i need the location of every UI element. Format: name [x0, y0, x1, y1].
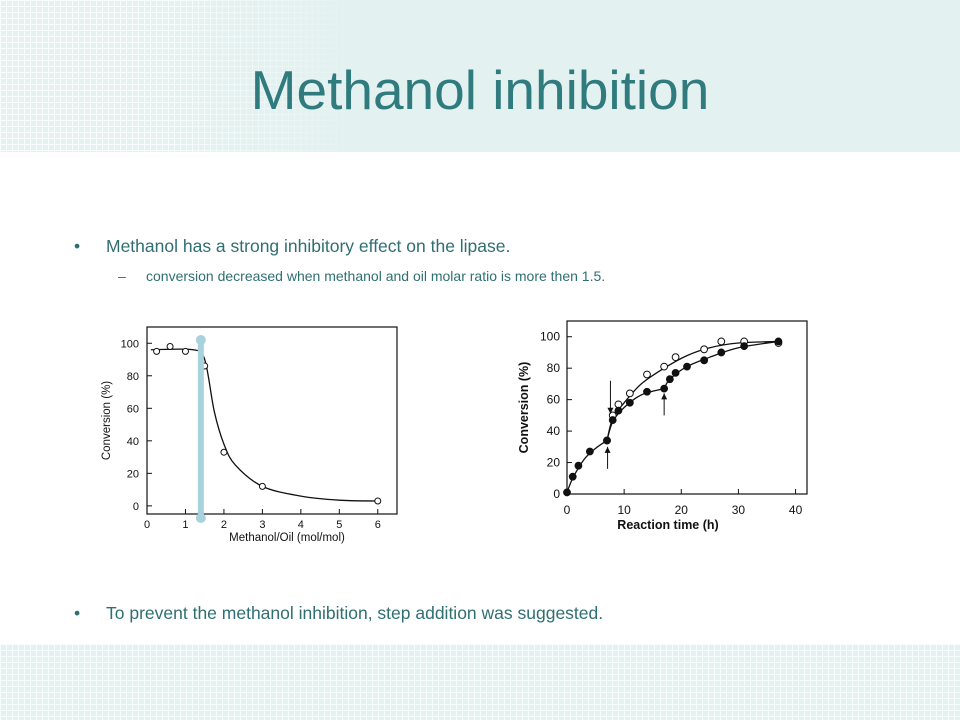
sub-bullet-1-text: conversion decreased when methanol and o…: [146, 268, 606, 284]
chart2-ytick-label: 80: [547, 361, 561, 375]
chart1-xtick-label: 2: [221, 519, 227, 531]
bottom-band: [0, 644, 960, 720]
chart2-open-point: [671, 353, 680, 362]
chart2-filled-point: [563, 488, 571, 497]
chart2-ytick-label: 100: [540, 330, 560, 344]
chart2-ytick-label: 60: [547, 393, 561, 407]
chart2-filled-point: [608, 416, 617, 424]
chart1-xtick-label: 6: [375, 519, 381, 531]
chart2-filled-curve-1: [566, 439, 608, 493]
chart2-filled-point: [671, 369, 680, 377]
title-grid-fade: [0, 0, 352, 152]
chart2-filled-point: [585, 447, 594, 456]
chart2-open-point: [700, 345, 709, 354]
chart1-point: [181, 347, 189, 355]
chart2-xtick-label: 20: [675, 503, 689, 517]
chart2-open-point: [625, 389, 634, 398]
chart2-xtick-label: 10: [617, 503, 631, 517]
bullet-2-text: To prevent the methanol inhibition, step…: [106, 603, 604, 623]
chart2-open-point: [608, 411, 617, 420]
chart2-filled-point: [603, 436, 611, 445]
chart2-open-point: [740, 337, 749, 346]
chart2-filled-point: [774, 337, 783, 346]
chart2-filled-point: [614, 406, 623, 415]
chart2-xlabel: Reaction time (h): [617, 518, 718, 532]
chart2-arrow-up-1-head: [604, 446, 611, 453]
chart1-highlight-cap-top: [195, 335, 206, 345]
chart1-highlight-cap-bottom: [195, 513, 206, 523]
bullet-1: • Methanol has a strong inhibitory effec…: [74, 236, 510, 257]
chart2-open-point: [717, 337, 726, 346]
chart2-filled-point: [574, 461, 583, 470]
chart2-filled-point: [625, 398, 634, 407]
chart2-filled-point: [660, 384, 669, 393]
chart1-ytick-label: 60: [127, 403, 139, 415]
chart1-ytick-label: 20: [127, 468, 139, 480]
chart2-xtick-label: 0: [564, 503, 571, 517]
bullet-2-marker: •: [74, 603, 81, 623]
page-title: Methanol inhibition: [250, 59, 710, 121]
chart1-xtick-label: 4: [298, 519, 304, 531]
sub-bullet-1: – conversion decreased when methanol and…: [118, 268, 605, 284]
chart2-filled-point: [717, 348, 726, 357]
chart2-ytick-label: 40: [547, 424, 561, 438]
chart2-open-point: [643, 370, 651, 379]
chart2-ylabel: Conversion (%): [517, 362, 531, 454]
chart1-xtick-label: 5: [336, 519, 342, 531]
chart1-ytick-label: 80: [127, 371, 139, 383]
sub-bullet-1-marker: –: [118, 268, 126, 284]
chart2-xtick-label: 40: [789, 503, 803, 517]
chart1-xtick-label: 3: [259, 519, 265, 531]
chart1-ytick-label: 100: [121, 338, 139, 350]
chart1-point: [220, 448, 228, 456]
chart1-point: [166, 343, 174, 351]
chart2-filled-point: [568, 472, 577, 481]
chart1-frame: [146, 326, 398, 515]
chart1-ylabel: Conversion (%): [101, 381, 113, 460]
chart1-ytick-label: 0: [133, 501, 139, 513]
chart1-point: [374, 497, 382, 505]
bullet-2: • To prevent the methanol inhibition, st…: [74, 603, 603, 624]
chart2-open-point: [603, 436, 611, 445]
chart2-frame: [566, 320, 808, 495]
chart2-filled-point: [665, 375, 674, 384]
chart1-xtick-label: 1: [182, 519, 188, 531]
chart2-arrow-down-head: [607, 407, 614, 414]
chart2-filled-point: [740, 342, 749, 351]
chart1-xlabel: Methanol/Oil (mol/mol): [229, 532, 345, 544]
bullet-1-text: Methanol has a strong inhibitory effect …: [106, 236, 511, 256]
chart2-filled-point: [700, 356, 709, 365]
chart2-open-curve: [606, 340, 779, 441]
chart1-fit-curve: [150, 348, 378, 502]
chart1-point: [153, 347, 161, 355]
chart2-filled-point: [683, 362, 691, 371]
chart2-filled-point: [643, 387, 651, 396]
chart2-filled-curve-2: [606, 387, 665, 441]
chart2-filled-curve-3: [663, 340, 779, 389]
chart1-xtick-label: 0: [144, 519, 150, 531]
chart1-point: [258, 482, 266, 490]
chart2-open-point: [660, 362, 669, 371]
chart2-arrow-up-2-head: [661, 393, 668, 400]
chart2-open-point: [774, 339, 783, 347]
chart1-point: [201, 362, 209, 370]
chart2-open-point: [614, 400, 623, 409]
chart2-ytick-label: 20: [547, 456, 561, 470]
chart1-ytick-label: 40: [127, 436, 139, 448]
chart2-xtick-label: 30: [732, 503, 746, 517]
chart2-ytick-label: 0: [553, 487, 560, 501]
bullet-1-marker: •: [74, 236, 81, 256]
